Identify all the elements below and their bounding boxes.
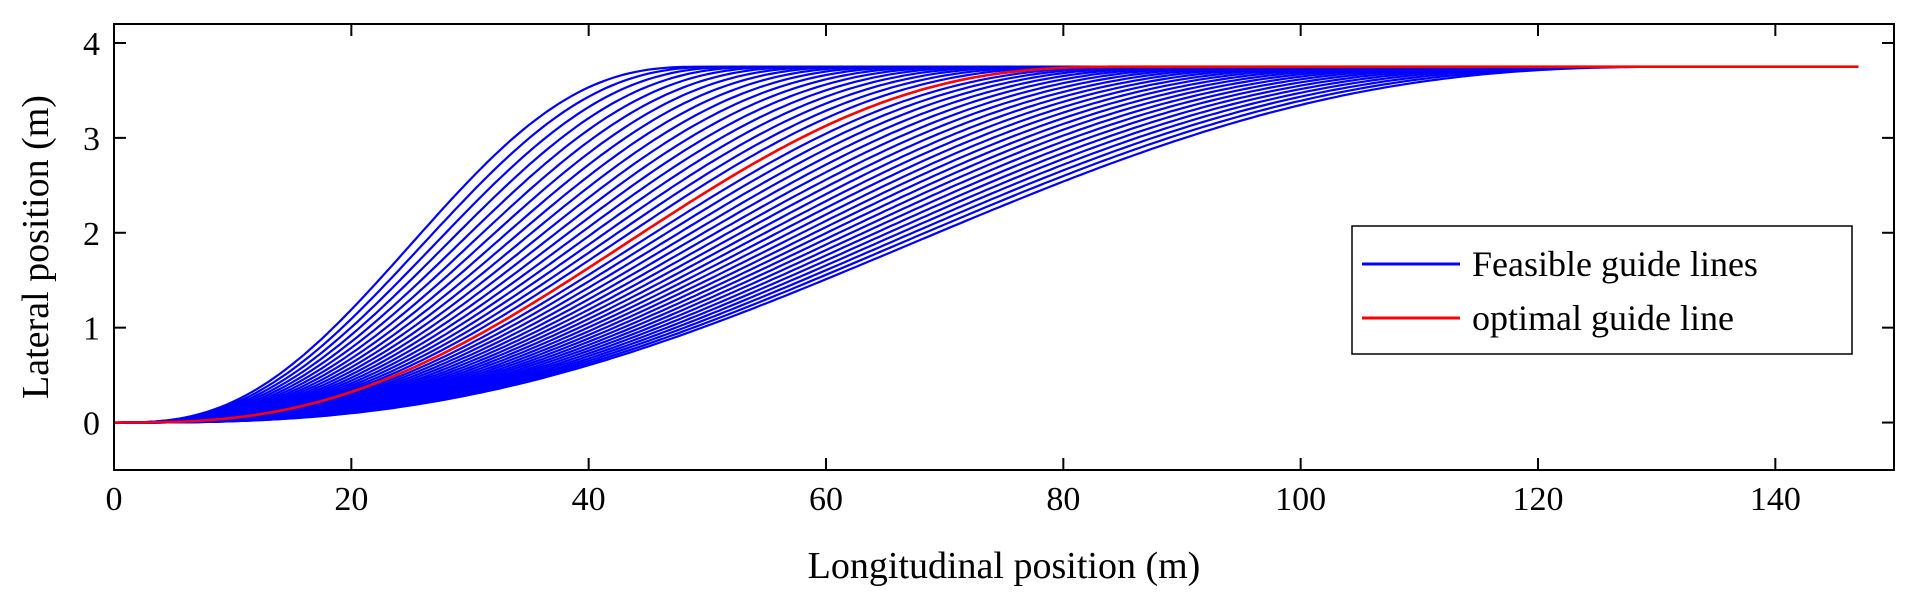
legend-label-feasible: Feasible guide lines [1472, 244, 1758, 284]
x-tick-label: 80 [1046, 481, 1080, 518]
x-tick-label: 140 [1750, 481, 1801, 518]
y-tick-label: 0 [83, 406, 100, 443]
y-tick-labels: 0 1 2 3 4 [83, 26, 100, 443]
x-tick-label: 60 [809, 481, 843, 518]
legend: Feasible guide lines optimal guide line [1351, 225, 1853, 355]
x-tick-labels: 0 20 40 60 80 100 120 140 [106, 481, 1801, 518]
x-tick-label: 120 [1513, 481, 1564, 518]
tick-marks [113, 24, 1894, 470]
optimal-guide-line [114, 65, 1859, 424]
series-lines [113, 65, 1859, 424]
plot-frame [113, 23, 1895, 471]
y-axis-title: Lateral position (m) [15, 95, 57, 399]
y-tick-label: 4 [83, 26, 100, 63]
y-tick-label: 2 [83, 216, 100, 253]
x-tick-label: 100 [1275, 481, 1326, 518]
y-tick-label: 1 [83, 311, 100, 348]
legend-box [1351, 225, 1853, 355]
y-tick-label: 3 [83, 121, 100, 158]
x-tick-label: 0 [106, 481, 123, 518]
x-tick-label: 20 [334, 481, 368, 518]
x-tick-label: 40 [572, 481, 606, 518]
legend-label-optimal: optimal guide line [1472, 298, 1734, 338]
x-axis-title: Longitudinal position (m) [808, 545, 1201, 587]
feasible-guide-line [114, 65, 1859, 424]
